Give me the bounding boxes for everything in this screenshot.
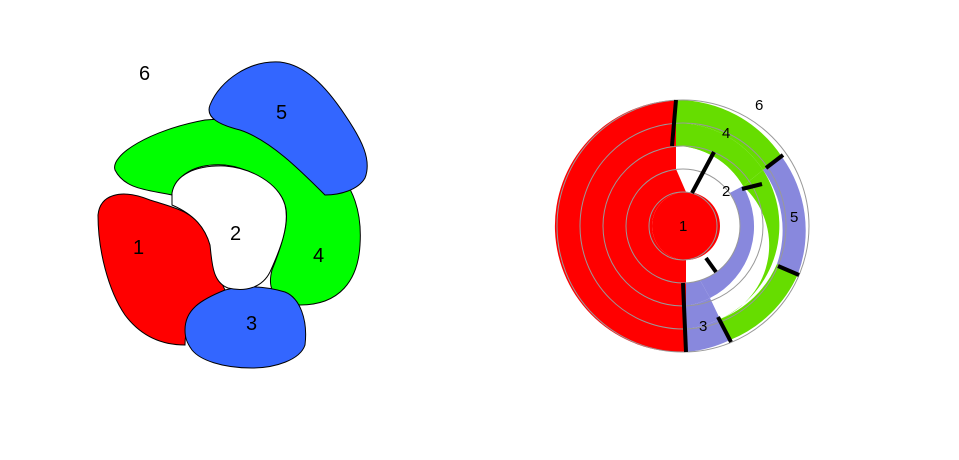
boundary-bottom <box>681 282 688 353</box>
right-region-1-core <box>652 192 720 260</box>
right-label-2: 2 <box>722 183 730 200</box>
boundary-4-5-top <box>764 153 785 170</box>
boundary-1-2 <box>690 151 716 194</box>
boundary-3-4 <box>716 316 733 343</box>
boundary-1-5 <box>704 256 718 274</box>
left-label-3: 3 <box>246 313 257 335</box>
right-region-4-middle-b <box>720 170 780 319</box>
right-region-1-red <box>554 100 686 353</box>
right-region-3-outer <box>686 319 730 352</box>
right-ring-outline-5 <box>648 191 718 261</box>
right-label-1: 1 <box>679 218 687 235</box>
right-region-3-middle <box>686 298 720 329</box>
left-label-2: 2 <box>230 223 241 245</box>
right-ring-diagram: 1 2 3 4 5 6 <box>554 97 810 353</box>
left-label-4: 4 <box>313 245 324 267</box>
right-region-2-core <box>676 168 741 283</box>
right-ring-outline-1 <box>556 99 810 353</box>
left-region-3 <box>184 286 307 369</box>
left-region-2 <box>171 165 287 290</box>
right-label-6: 6 <box>755 97 763 114</box>
left-label-6: 6 <box>139 63 150 85</box>
boundary-2-5 <box>741 182 763 191</box>
left-region-5 <box>208 61 368 196</box>
left-map-diagram: 1 2 3 4 5 6 <box>97 61 368 369</box>
right-region-2-inner <box>676 146 743 198</box>
left-label-1: 1 <box>133 237 144 259</box>
right-boundaries <box>670 99 800 353</box>
right-region-5-outer <box>763 157 806 274</box>
right-label-3: 3 <box>699 318 707 335</box>
right-region-4-outer-bottom <box>720 264 798 340</box>
right-label-5: 5 <box>790 209 798 226</box>
right-region-3-inner <box>686 280 710 306</box>
boundary-4-5-bottom <box>777 264 800 277</box>
right-label-4: 4 <box>722 125 730 142</box>
left-label-5: 5 <box>276 102 287 124</box>
boundary-top <box>670 99 678 147</box>
